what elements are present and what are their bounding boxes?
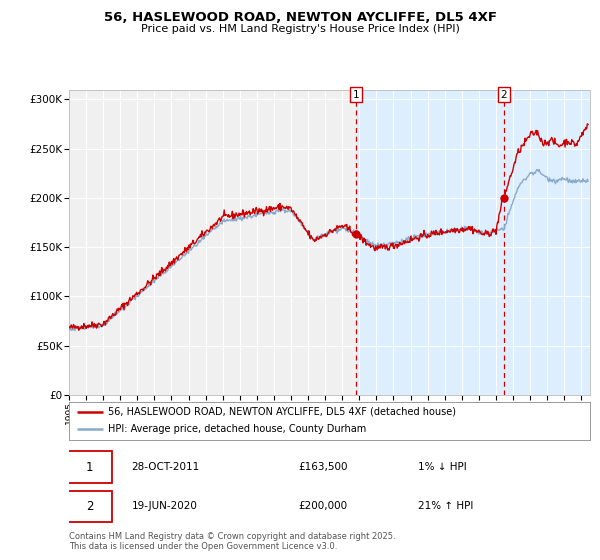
Bar xyxy=(356,90,600,395)
Text: 1: 1 xyxy=(353,90,359,100)
Text: 28-OCT-2011: 28-OCT-2011 xyxy=(131,462,200,472)
Text: 19-JUN-2020: 19-JUN-2020 xyxy=(131,501,197,511)
Text: £200,000: £200,000 xyxy=(298,501,347,511)
Text: 21% ↑ HPI: 21% ↑ HPI xyxy=(418,501,473,511)
Text: Price paid vs. HM Land Registry's House Price Index (HPI): Price paid vs. HM Land Registry's House … xyxy=(140,24,460,34)
FancyBboxPatch shape xyxy=(68,491,112,522)
Text: £163,500: £163,500 xyxy=(298,462,347,472)
FancyBboxPatch shape xyxy=(68,451,112,483)
Text: 56, HASLEWOOD ROAD, NEWTON AYCLIFFE, DL5 4XF (detached house): 56, HASLEWOOD ROAD, NEWTON AYCLIFFE, DL5… xyxy=(108,407,456,417)
Text: Contains HM Land Registry data © Crown copyright and database right 2025.
This d: Contains HM Land Registry data © Crown c… xyxy=(69,532,395,552)
Text: 1: 1 xyxy=(86,460,94,474)
Text: 2: 2 xyxy=(86,500,94,513)
Text: 56, HASLEWOOD ROAD, NEWTON AYCLIFFE, DL5 4XF: 56, HASLEWOOD ROAD, NEWTON AYCLIFFE, DL5… xyxy=(104,11,497,24)
Text: 1% ↓ HPI: 1% ↓ HPI xyxy=(418,462,467,472)
Text: HPI: Average price, detached house, County Durham: HPI: Average price, detached house, Coun… xyxy=(108,424,367,435)
Text: 2: 2 xyxy=(500,90,507,100)
